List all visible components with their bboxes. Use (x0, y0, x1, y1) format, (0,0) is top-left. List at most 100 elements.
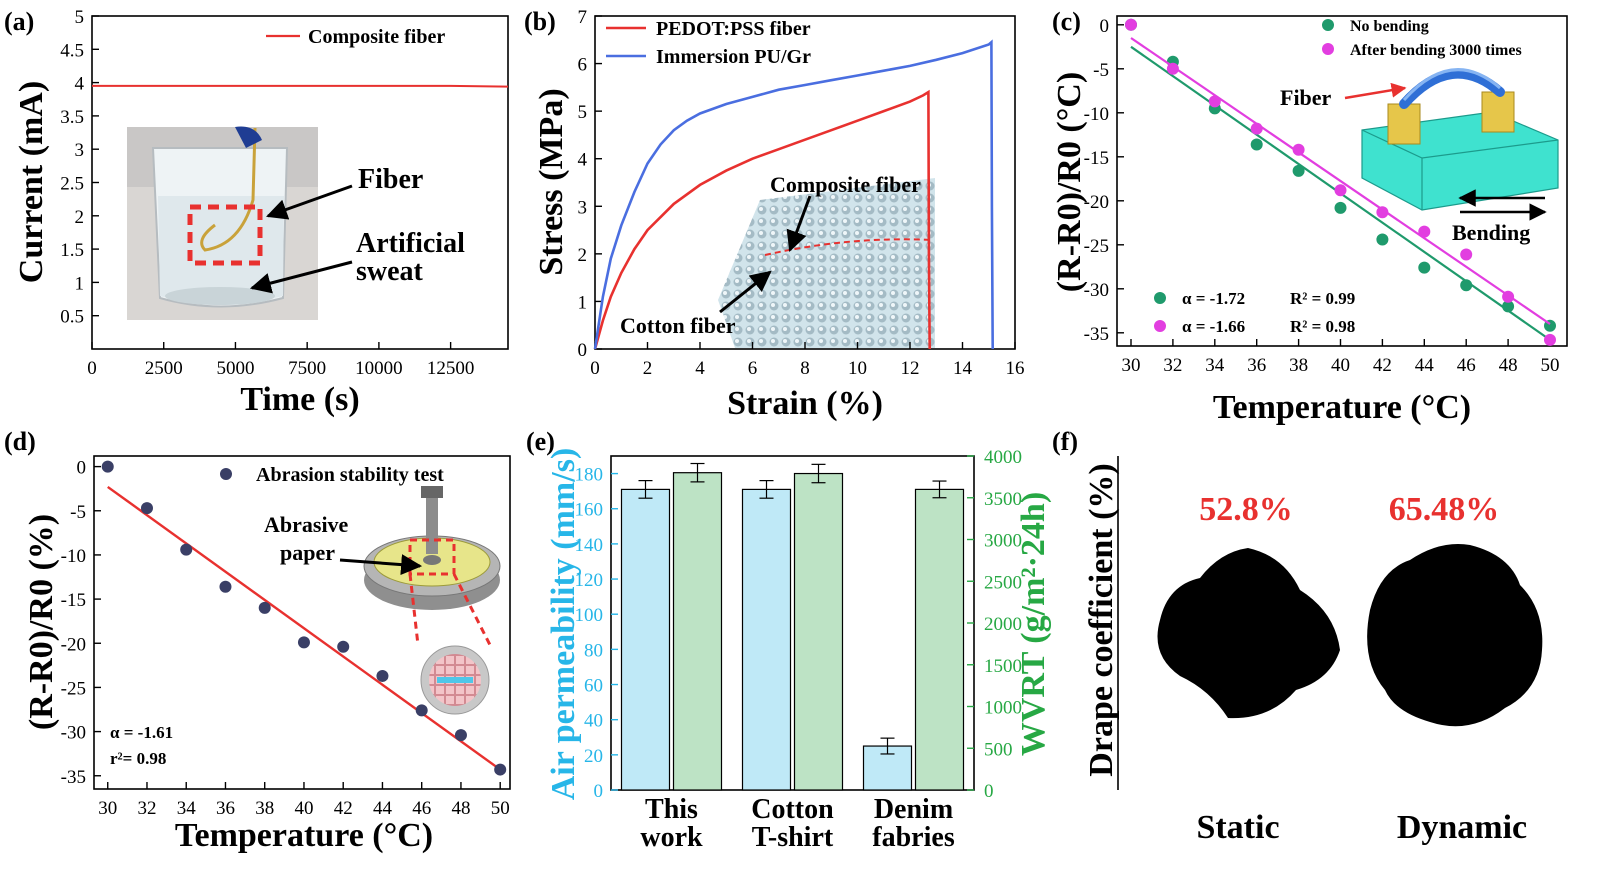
bar-e-0-0 (620, 488, 671, 791)
x-tick-label-c-1: 32 (1163, 355, 1182, 376)
legend-label-no-bending: No bending (1350, 18, 1429, 35)
y-tick-label-e-r-4: 2000 (984, 614, 1022, 635)
y-tick-label-a-9: 5 (75, 7, 85, 28)
data-point-d-0-4 (258, 601, 271, 614)
annotation-fiber-c: Fiber (1280, 85, 1332, 110)
y-tick-label-b-2: 2 (578, 245, 588, 266)
bending-device-inset (1361, 68, 1559, 211)
data-point-c-0-8 (1460, 279, 1473, 292)
x-tick-label-a-4: 10000 (355, 358, 403, 379)
annotation-bending: Bending (1452, 220, 1530, 245)
bar-e-1-2 (914, 488, 965, 791)
legend-label-pu-gr: Immersion PU/Gr (656, 46, 811, 68)
x-tick-label-c-7: 44 (1415, 355, 1435, 376)
x-tick-label-c-2: 34 (1205, 355, 1225, 376)
y-tick-label-b-5: 5 (578, 102, 588, 123)
x-tick-label-b-1: 2 (643, 358, 653, 379)
y-axis-label-c: (R-R0)/R0 (°C) (1051, 72, 1088, 292)
data-point-d-0-10 (494, 763, 507, 776)
fit-r2-no-bending: R² = 0.99 (1290, 289, 1355, 308)
y-tick-label-c-5: -25 (1084, 236, 1109, 257)
x-tick-label-d-3: 36 (216, 798, 235, 819)
x-tick-label-a-5: 12500 (427, 358, 475, 379)
fit-line-c-1 (1130, 37, 1551, 325)
annotation-artificial: Artificial (356, 228, 465, 259)
category-label-e-1-0: Cotton (751, 794, 834, 825)
x-axis-label-c: Temperature (°C) (1213, 389, 1471, 426)
legend-label-pedot: PEDOT:PSS fiber (656, 18, 811, 40)
category-label-e-0-0: This (645, 794, 698, 825)
data-point-c-1-4 (1292, 143, 1305, 156)
x-tick-label-c-4: 38 (1289, 355, 1308, 376)
x-tick-label-d-0: 30 (98, 798, 117, 819)
y-tick-label-b-1: 1 (578, 292, 588, 313)
category-label-e-0-1: work (640, 822, 703, 853)
y-tick-label-e-0: 0 (594, 781, 604, 802)
y-tick-label-a-7: 4 (75, 74, 85, 95)
data-point-c-1-5 (1334, 184, 1347, 197)
y-tick-label-a-4: 2.5 (60, 174, 84, 195)
fit-alpha-after-bending: α = -1.66 (1182, 317, 1245, 336)
annotation-cotton-fiber: Cotton fiber (620, 313, 736, 338)
x-tick-label-d-9: 48 (451, 798, 470, 819)
x-tick-label-b-0: 0 (590, 358, 600, 379)
fit-marker-after-bending (1154, 320, 1166, 332)
data-point-c-1-6 (1376, 206, 1389, 219)
x-tick-label-c-5: 40 (1331, 355, 1350, 376)
y-tick-label-c-0: 0 (1100, 16, 1110, 37)
category-label-e-1-1: T-shirt (752, 822, 834, 853)
series-line-a-0 (92, 84, 509, 88)
x-tick-label-b-4: 8 (800, 358, 810, 379)
x-tick-label-b-5: 10 (848, 358, 867, 379)
legend-marker-no-bending (1322, 19, 1334, 31)
annotation-sweat: sweat (356, 256, 424, 287)
y-tick-label-b-6: 6 (578, 55, 588, 76)
data-point-c-0-5 (1334, 201, 1347, 214)
y-tick-label-a-2: 1.5 (60, 240, 84, 261)
y-tick-label-e-2: 40 (584, 711, 603, 732)
y-tick-label-d-7: -35 (61, 767, 86, 788)
x-tick-label-c-6: 42 (1373, 355, 1392, 376)
y-tick-label-b-4: 4 (578, 150, 588, 171)
y-tick-label-e-1: 20 (584, 746, 603, 767)
y-tick-label-d-1: -5 (70, 502, 86, 523)
x-tick-label-b-8: 16 (1006, 358, 1025, 379)
y-tick-label-c-1: -5 (1093, 60, 1109, 81)
y-tick-label-e-r-0: 0 (984, 781, 994, 802)
data-point-d-0-9 (454, 729, 467, 742)
y-tick-label-b-0: 0 (578, 340, 588, 361)
x-tick-label-d-7: 44 (373, 798, 393, 819)
annotation-abrasive: Abrasive (264, 512, 349, 537)
y-tick-label-a-3: 2 (75, 207, 85, 228)
panel-e: (e) Air permeability (mm/s) WVRT (g/m²·2… (526, 427, 1052, 853)
y-tick-label-e-r-2: 1000 (984, 698, 1022, 719)
y-tick-label-e-r-3: 1500 (984, 656, 1022, 677)
y-tick-label-d-3: -15 (61, 590, 86, 611)
y-axis-label-e-left: Air permeability (mm/s) (545, 448, 582, 801)
x-axis-label-b: Strain (%) (727, 385, 883, 422)
category-label-static: Static (1196, 809, 1279, 846)
x-tick-label-c-3: 36 (1247, 355, 1266, 376)
data-point-c-0-9 (1502, 300, 1515, 313)
y-tick-label-e-r-8: 4000 (984, 447, 1022, 468)
x-tick-label-c-8: 46 (1457, 355, 1476, 376)
data-point-c-1-2 (1208, 95, 1221, 108)
drape-shape-static (1157, 548, 1340, 719)
y-tick-label-d-6: -30 (61, 723, 86, 744)
data-point-c-0-4 (1292, 164, 1305, 177)
y-tick-label-c-2: -10 (1084, 104, 1109, 125)
bar-e-1-1 (793, 472, 844, 791)
y-tick-label-a-6: 3.5 (60, 107, 84, 128)
data-point-c-1-1 (1166, 62, 1179, 75)
annotation-paper: paper (280, 540, 335, 565)
x-axis-label-a: Time (s) (240, 381, 359, 418)
y-tick-label-d-5: -25 (61, 678, 86, 699)
data-point-d-0-2 (180, 543, 193, 556)
y-axis-label-e-right: WVRT (g/m²·24h) (1015, 492, 1052, 756)
drape-shape-dynamic (1367, 544, 1543, 727)
data-point-c-1-7 (1418, 225, 1431, 238)
legend-marker-abrasion (220, 468, 232, 480)
x-axis-label-d: Temperature (°C) (175, 817, 433, 854)
y-tick-label-b-7: 7 (578, 7, 588, 28)
